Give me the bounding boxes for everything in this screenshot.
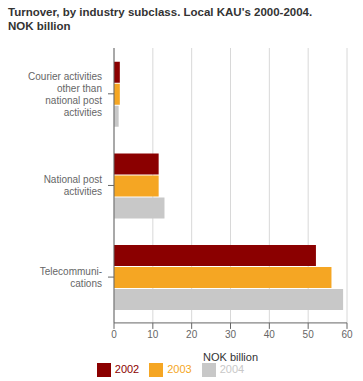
svg-text:Courier activitiesother thanna: Courier activitiesother thannational pos… <box>28 71 102 118</box>
html-text:2002: 2002 <box>114 362 140 375</box>
svg-text:10: 10 <box>147 329 159 340</box>
svg-text:20: 20 <box>186 329 198 340</box>
svg-text:60: 60 <box>341 329 353 340</box>
svg-text:National postactivities: National postactivities <box>44 174 103 197</box>
svg-text:0: 0 <box>111 329 117 340</box>
svg-text:NOK billion: NOK billion <box>203 351 258 363</box>
svg-text:30: 30 <box>225 329 237 340</box>
svg-text:50: 50 <box>303 329 315 340</box>
html-text:2003: 2003 <box>167 362 192 375</box>
svg-text:Telecommuni-cations: Telecommuni-cations <box>40 266 102 289</box>
html-text:NOK billion: NOK billion <box>8 20 71 32</box>
html-text:2004: 2004 <box>219 362 245 375</box>
html-text:Turnover, by industry subclass: Turnover, by industry subclass. Local KA… <box>8 6 313 18</box>
svg-text:40: 40 <box>264 329 276 340</box>
